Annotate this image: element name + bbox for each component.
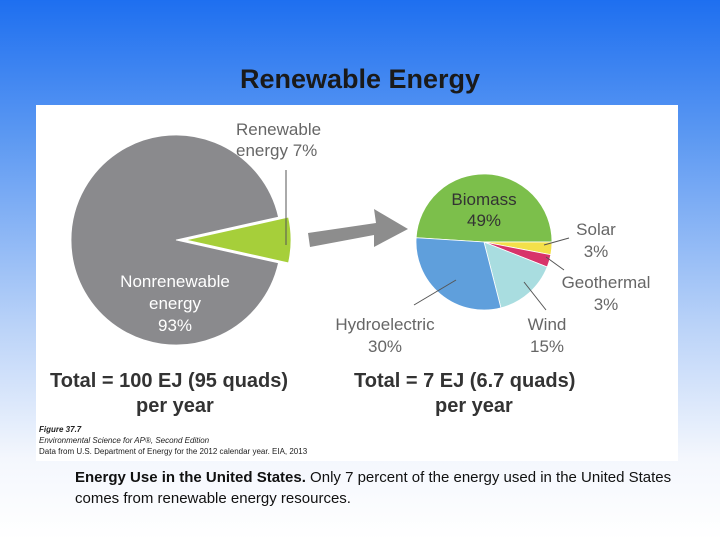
figure-number: Figure 37.7 xyxy=(39,425,82,434)
renewable-label-line2: energy 7% xyxy=(236,141,317,160)
solar-label-line1: Solar xyxy=(576,220,616,239)
solar-label-line2: 3% xyxy=(584,242,609,261)
renewable-breakdown-pie xyxy=(415,173,553,311)
caption-text: Only 7 percent of the energy used in the… xyxy=(75,469,672,507)
slide-caption: Energy Use in the United States. Only 7 … xyxy=(75,467,675,509)
hydro-leader-line xyxy=(413,279,457,306)
nonrenewable-label-line1: Nonrenewable xyxy=(120,272,230,291)
geothermal-leader-line xyxy=(545,256,565,271)
biomass-label-line2: 49% xyxy=(467,211,501,230)
arrow-icon xyxy=(308,209,408,247)
figure-source-book: Environmental Science for AP®, Second Ed… xyxy=(39,436,210,445)
hydro-label-line1: Hydroelectric xyxy=(335,315,435,334)
wind-leader-line xyxy=(523,281,547,311)
slide-title: Renewable Energy xyxy=(239,64,481,94)
left-total-line2: per year xyxy=(136,395,214,417)
biomass-label-line1: Biomass xyxy=(451,190,516,209)
left-total-line1: Total = 100 EJ (95 quads) xyxy=(50,370,288,392)
hydro-label-line2: 30% xyxy=(368,337,402,356)
pie-slice-biomass xyxy=(415,173,553,243)
pie-charts-svg: Renewable energy 7% Nonrenewable energy … xyxy=(39,120,651,456)
right-total-line2: per year xyxy=(435,395,513,417)
total-energy-pie xyxy=(70,134,292,346)
figure-image: Renewable energy 7% Nonrenewable energy … xyxy=(36,105,678,461)
geothermal-label-line2: 3% xyxy=(594,295,619,314)
caption-bold: Energy Use in the United States. xyxy=(75,469,306,486)
solar-leader-line xyxy=(543,237,570,246)
right-total-line1: Total = 7 EJ (6.7 quads) xyxy=(354,370,575,392)
geothermal-label-line1: Geothermal xyxy=(562,273,651,292)
wind-label-line1: Wind xyxy=(528,315,567,334)
pie-slice-nonrenewable xyxy=(70,134,279,346)
pie-slice-hydroelectric xyxy=(415,237,502,311)
wind-label-line2: 15% xyxy=(530,337,564,356)
pie-slice-wind xyxy=(483,241,548,309)
figure-source-data: Data from U.S. Department of Energy for … xyxy=(39,447,308,456)
nonrenewable-label-line2: energy xyxy=(149,294,201,313)
pie-slice-renewable xyxy=(185,216,292,264)
renewable-label-line1: Renewable xyxy=(236,120,321,139)
nonrenewable-label-line3: 93% xyxy=(158,316,192,335)
